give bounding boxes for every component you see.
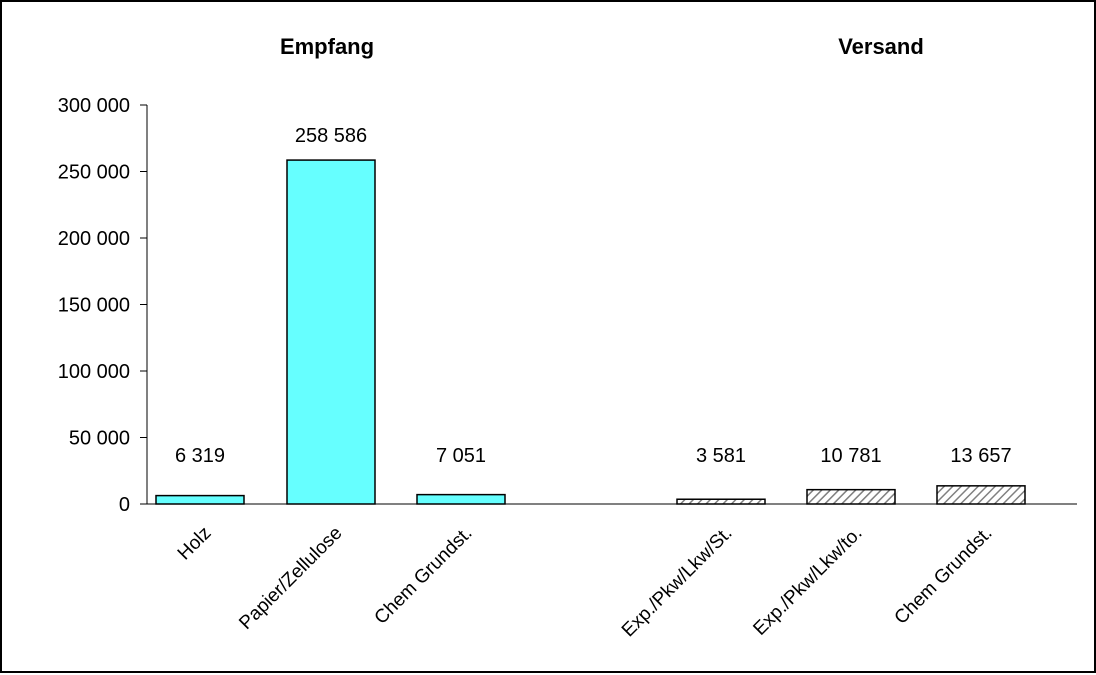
y-tick-label: 200 000 [58, 228, 130, 250]
category-label: Exp./Pkw/Lkw/to. [749, 523, 866, 640]
data-label: 10 781 [820, 445, 881, 467]
y-tick-label: 150 000 [58, 295, 130, 317]
group-title-versand: Versand [838, 34, 924, 59]
category-label: Chem Grundst. [891, 523, 997, 629]
bar-versand-1 [806, 488, 896, 505]
bar-versand-0 [676, 498, 766, 505]
bar-empfang-0 [155, 494, 245, 505]
bars [155, 159, 1026, 505]
y-tick-label: 50 000 [69, 428, 130, 450]
group-title-empfang: Empfang [280, 34, 374, 59]
data-label: 7 051 [436, 445, 486, 467]
data-label: 6 319 [175, 445, 225, 467]
data-label: 3 581 [696, 445, 746, 467]
y-tick-label: 0 [119, 494, 130, 516]
category-label: Chem Grundst. [371, 523, 477, 629]
y-tick-label: 300 000 [58, 95, 130, 117]
data-label: 13 657 [950, 445, 1011, 467]
y-tick-label: 250 000 [58, 162, 130, 184]
bar-versand-2 [936, 485, 1026, 505]
y-tick-label: 100 000 [58, 361, 130, 383]
bar-empfang-1 [286, 159, 376, 505]
category-label: Holz [174, 523, 216, 565]
category-label: Papier/Zellulose [235, 523, 346, 634]
data-label: 258 586 [295, 125, 367, 147]
bar-empfang-2 [416, 493, 506, 505]
category-label: Exp./Pkw/Lkw/St. [618, 523, 737, 642]
y-axis: 0 50 000 100 000 150 000 200 000 250 000 300 0… [58, 95, 1077, 516]
